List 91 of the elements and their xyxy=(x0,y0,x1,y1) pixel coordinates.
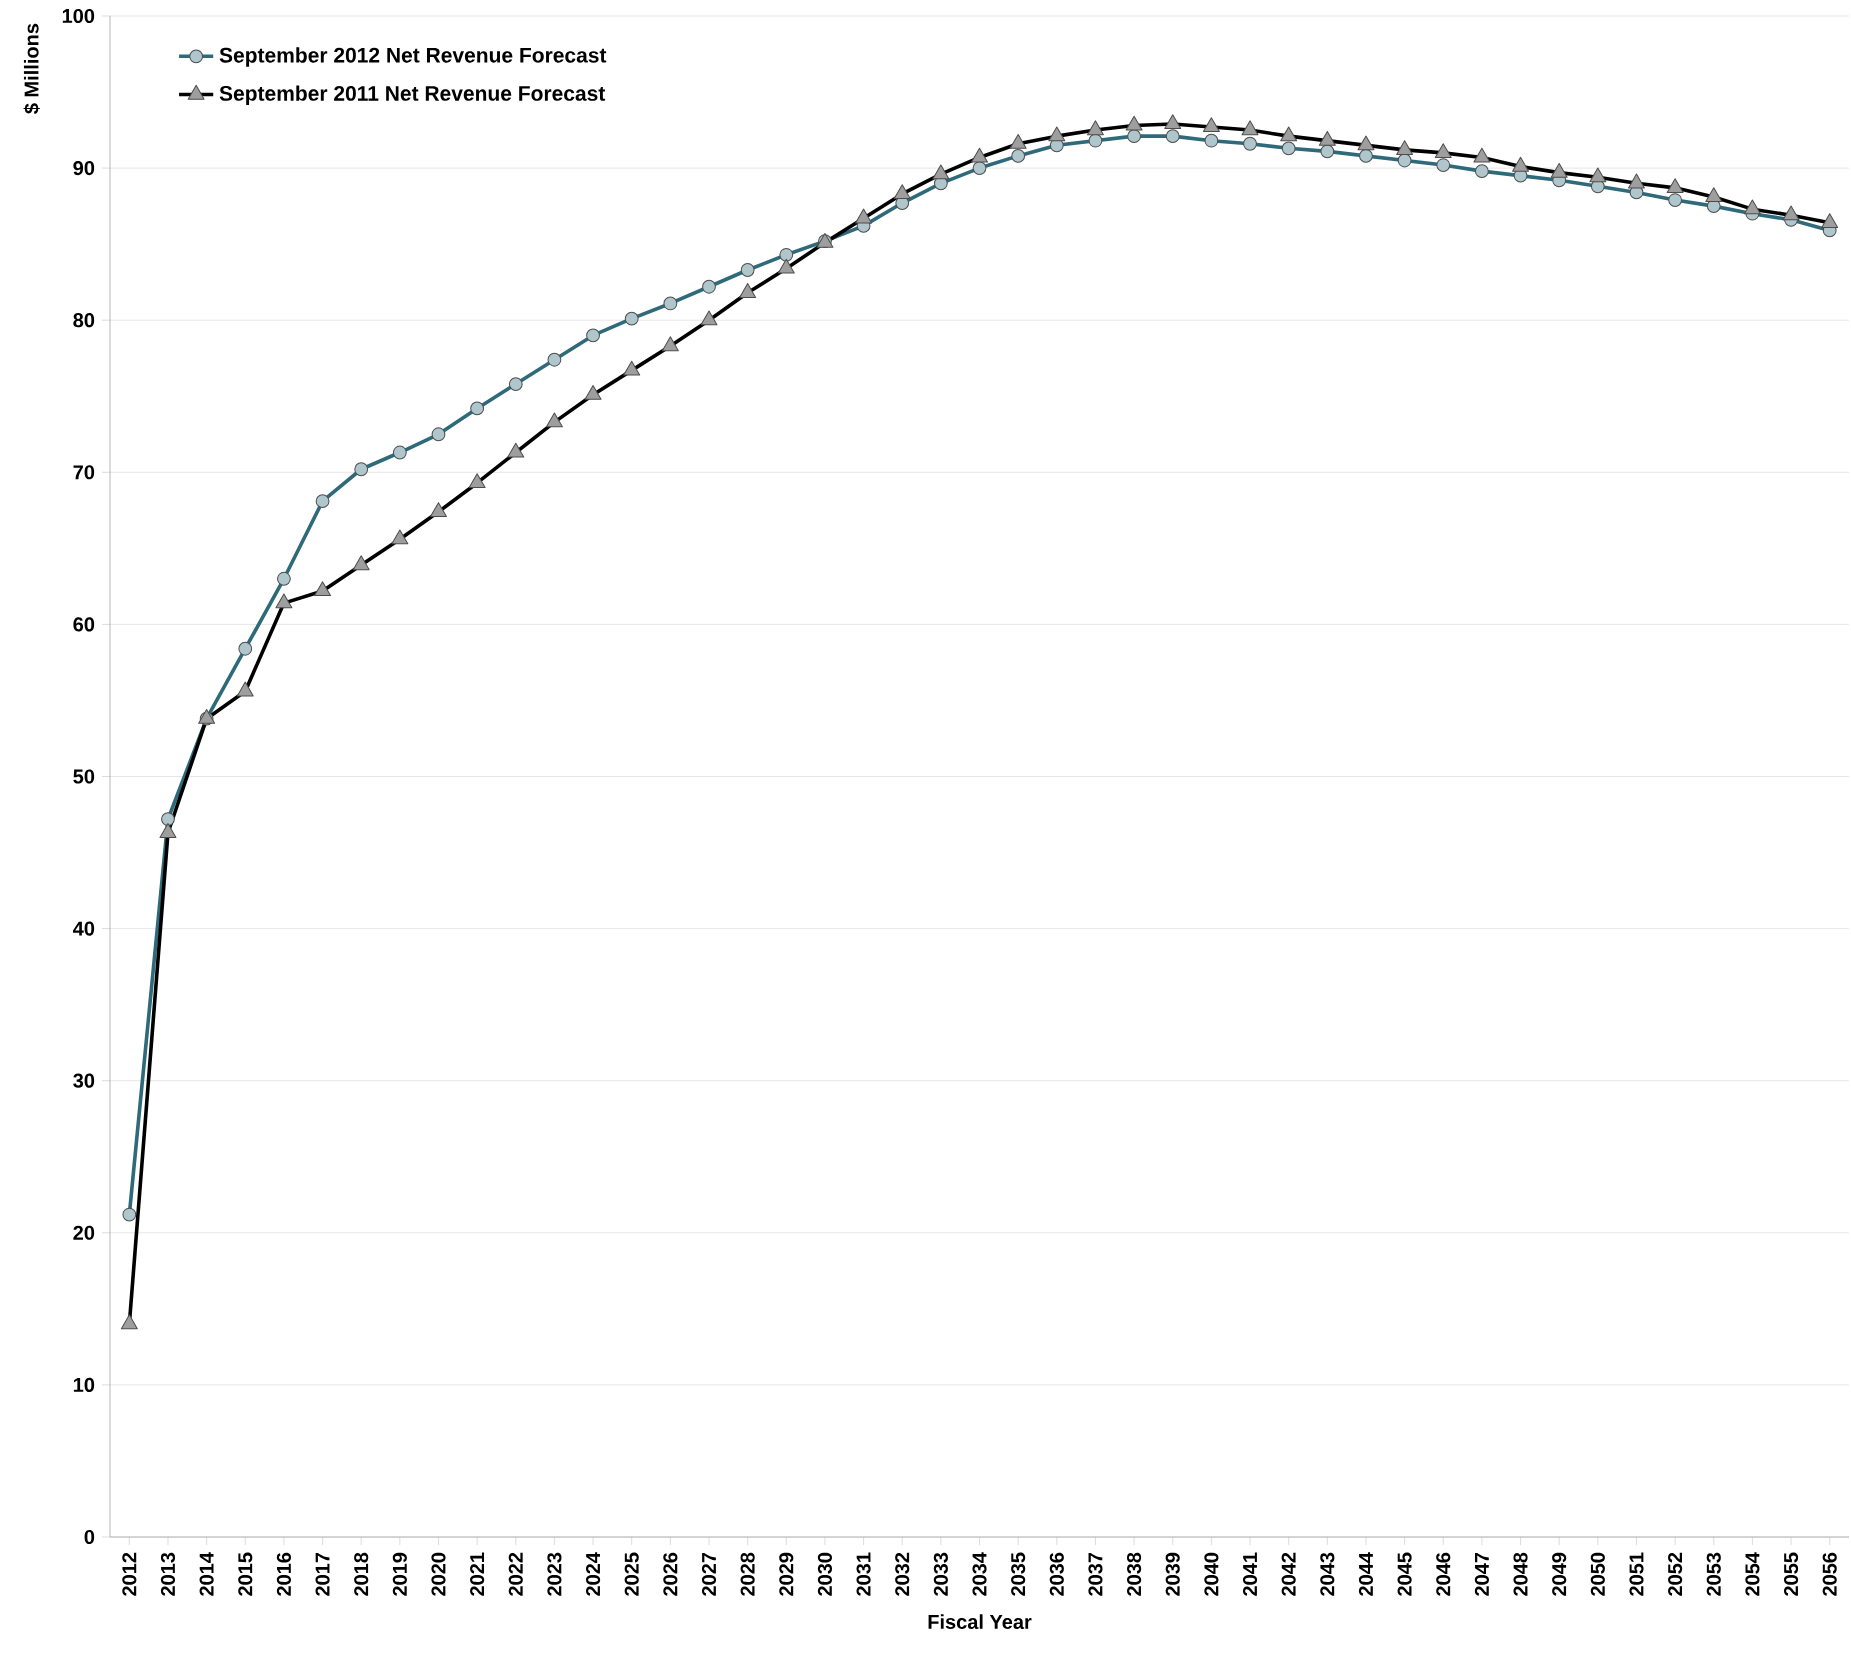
x-tick-label: 2052 xyxy=(1668,1552,1683,1596)
x-tick-label: 2023 xyxy=(547,1552,562,1596)
x-tick-label: 2046 xyxy=(1436,1552,1451,1596)
x-tick-label: 2017 xyxy=(315,1552,330,1596)
x-tick-label: 2047 xyxy=(1474,1552,1489,1596)
point xyxy=(161,812,175,826)
x-tick-label: 2031 xyxy=(856,1552,871,1596)
x-tick-label: 2050 xyxy=(1590,1552,1605,1596)
x-tick-label: 2018 xyxy=(354,1552,369,1596)
x-tick-label: 2037 xyxy=(1088,1552,1103,1596)
legend-label: September 2011 Net Revenue Forecast xyxy=(219,85,606,105)
point xyxy=(586,328,600,343)
point xyxy=(1320,144,1335,159)
x-tick-label: 2024 xyxy=(585,1552,601,1596)
x-tick-label: 2034 xyxy=(972,1552,987,1596)
point xyxy=(1204,133,1219,148)
point xyxy=(238,641,253,656)
point xyxy=(779,247,794,262)
y-tick-label: 10 xyxy=(73,1377,95,1392)
x-tick-label: 2055 xyxy=(1783,1552,1799,1596)
x-tick-label: 2030 xyxy=(817,1552,833,1596)
x-tick-label: 2038 xyxy=(1127,1552,1142,1596)
point xyxy=(547,352,562,367)
point xyxy=(354,462,369,477)
point xyxy=(1281,141,1296,156)
x-tick-label: 2036 xyxy=(1049,1552,1064,1596)
x-axis-title: Fiscal Year xyxy=(928,1614,1032,1629)
y-tick-label: 60 xyxy=(73,617,95,632)
x-tick-label: 2056 xyxy=(1822,1552,1837,1596)
y-tick-label: 40 xyxy=(73,921,95,936)
x-tick-label: 2021 xyxy=(470,1552,485,1596)
y-tick-label: 90 xyxy=(73,161,95,176)
x-tick-label: 2012 xyxy=(122,1552,137,1596)
point xyxy=(431,427,446,442)
y-tick-label: 50 xyxy=(73,769,95,784)
point xyxy=(277,571,291,586)
y-axis-title: $ Millions xyxy=(23,23,40,114)
point xyxy=(1088,133,1103,148)
x-tick-label: 2027 xyxy=(701,1552,717,1596)
point xyxy=(392,445,407,460)
x-tick-label: 2039 xyxy=(1165,1552,1180,1596)
x-tick-label: 2014 xyxy=(199,1552,214,1596)
x-tick-label: 2028 xyxy=(740,1552,755,1596)
x-tick-label: 2019 xyxy=(392,1552,407,1596)
point xyxy=(1668,193,1683,207)
x-tick-label: 2041 xyxy=(1242,1552,1258,1596)
point xyxy=(1243,136,1257,151)
x-tick-label: 2049 xyxy=(1552,1552,1567,1596)
point xyxy=(1165,129,1180,144)
point xyxy=(702,279,716,294)
point xyxy=(1475,164,1489,179)
y-tick-label: 70 xyxy=(73,465,95,480)
point xyxy=(122,1207,137,1222)
point xyxy=(740,263,755,277)
point xyxy=(663,296,678,311)
x-tick-label: 2051 xyxy=(1629,1552,1644,1596)
x-tick-label: 2015 xyxy=(238,1552,253,1596)
x-tick-label: 2022 xyxy=(508,1552,523,1596)
point xyxy=(624,311,639,326)
x-tick-label: 2026 xyxy=(663,1552,678,1596)
x-tick-label: 2054 xyxy=(1745,1552,1760,1596)
x-tick-label: 2020 xyxy=(431,1552,446,1596)
x-tick-label: 2042 xyxy=(1281,1552,1296,1596)
point xyxy=(1436,158,1451,172)
x-tick-label: 2029 xyxy=(779,1552,794,1596)
y-tick-label: 0 xyxy=(84,1529,95,1545)
point xyxy=(470,401,485,416)
x-tick-label: 2035 xyxy=(1011,1552,1026,1596)
point xyxy=(1359,149,1373,163)
point xyxy=(1397,153,1412,168)
y-tick-label: 80 xyxy=(73,313,95,328)
x-tick-label: 2043 xyxy=(1320,1552,1335,1596)
x-tick-label: 2040 xyxy=(1204,1552,1219,1596)
point xyxy=(1127,129,1141,144)
x-tick-label: 2025 xyxy=(624,1552,639,1596)
x-tick-label: 2048 xyxy=(1513,1552,1528,1596)
point xyxy=(315,494,330,509)
x-tick-label: 2016 xyxy=(276,1552,291,1596)
point xyxy=(508,377,523,391)
x-tick-label: 2045 xyxy=(1397,1552,1412,1596)
point xyxy=(972,161,987,175)
point xyxy=(1011,149,1026,163)
x-tick-label: 2053 xyxy=(1706,1552,1721,1596)
y-tick-label: 20 xyxy=(73,1225,95,1240)
legend-label: September 2012 Net Revenue Forecast xyxy=(219,47,607,67)
x-tick-label: 2044 xyxy=(1358,1552,1374,1596)
x-tick-label: 2033 xyxy=(933,1552,948,1596)
x-tick-label: 2032 xyxy=(895,1552,910,1596)
y-tick-label: 100 xyxy=(62,8,95,24)
y-tick-label: 30 xyxy=(73,1073,95,1088)
x-tick-label: 2013 xyxy=(160,1552,176,1596)
